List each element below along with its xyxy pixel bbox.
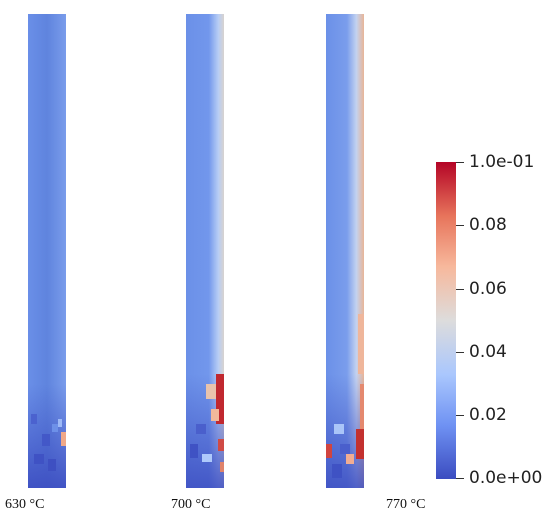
colorbar bbox=[436, 162, 456, 479]
contour-column-700 bbox=[186, 14, 224, 488]
colorbar-label-4: 0.04 bbox=[469, 342, 507, 362]
contour-column-770 bbox=[326, 14, 364, 488]
colorbar-label-6: 0.0e+00 bbox=[469, 468, 543, 488]
colorbar-label-3: 0.06 bbox=[469, 279, 507, 299]
colorbar-tick-3 bbox=[456, 289, 464, 290]
colorbar-label-5: 0.02 bbox=[469, 405, 507, 425]
colorbar-tick-2 bbox=[456, 225, 464, 226]
colorbar-tick-1 bbox=[456, 162, 464, 163]
contour-column-630 bbox=[28, 14, 66, 488]
colorbar-tick-4 bbox=[456, 352, 464, 353]
colorbar-tick-5 bbox=[456, 415, 464, 416]
colorbar-label-2: 0.08 bbox=[469, 215, 507, 235]
caption-630: 630 °C bbox=[5, 497, 45, 512]
colorbar-label-1: 1.0e-01 bbox=[469, 152, 535, 172]
caption-700: 700 °C bbox=[171, 497, 211, 512]
colorbar-tick-6 bbox=[456, 478, 464, 479]
caption-770: 770 °C bbox=[386, 497, 426, 512]
